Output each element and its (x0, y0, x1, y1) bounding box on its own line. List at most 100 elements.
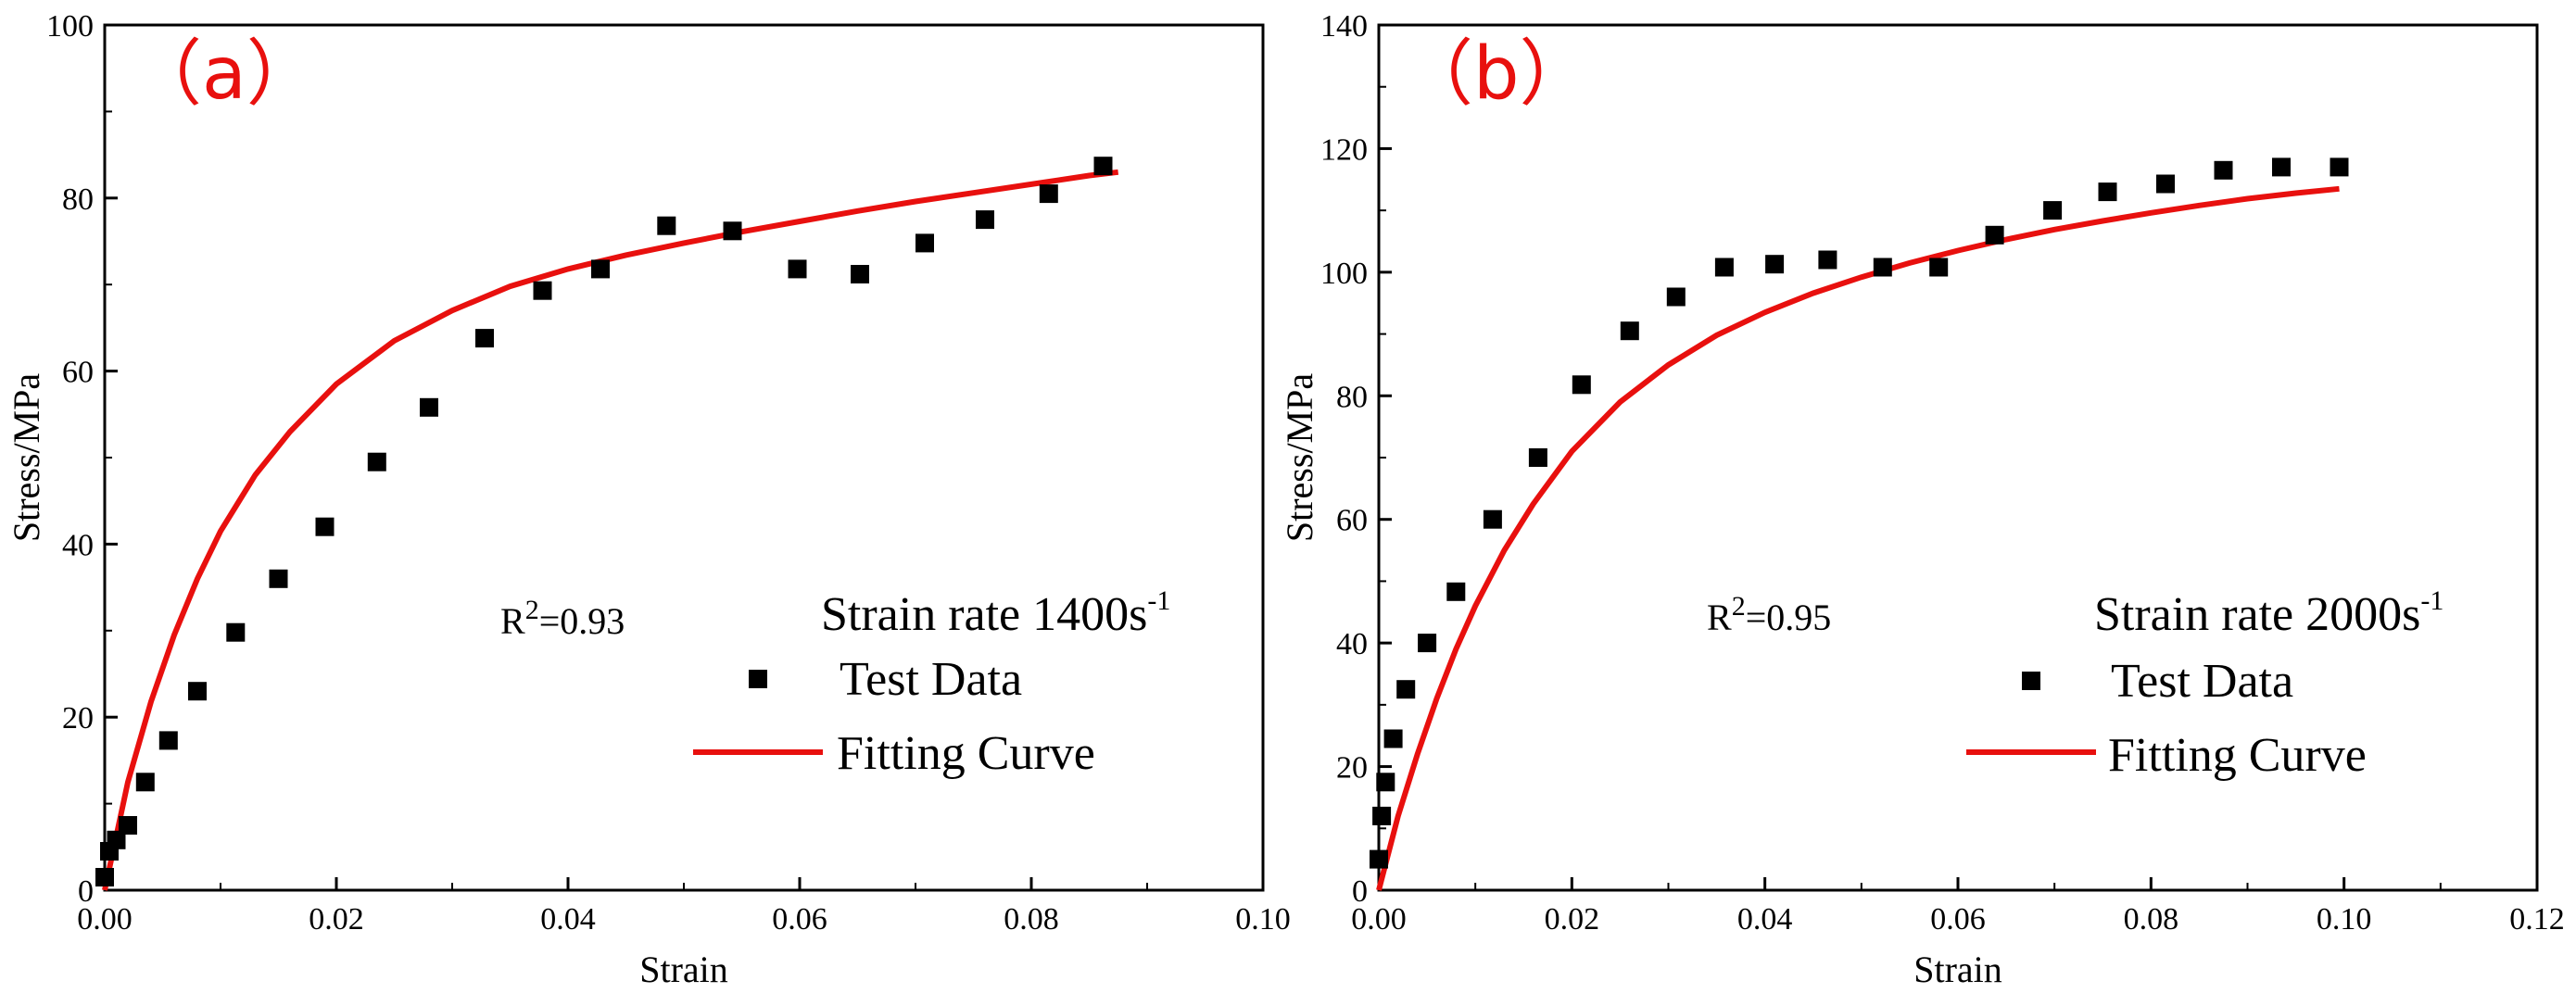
test-data-point (657, 216, 676, 235)
y-tick-label: 20 (1336, 751, 1368, 786)
panel-b: 0 20 40 60 80 100 120 140 0.00 0.02 0.04 0.06 0.08 0… (1279, 9, 2565, 990)
test-data-point (1985, 225, 2004, 245)
y-tick-label: 120 (1320, 132, 1368, 167)
test-data-point (367, 452, 386, 471)
test-data-point (158, 731, 178, 750)
test-data-point (1446, 582, 1466, 601)
x-tick-label: 0.08 (1004, 902, 1059, 936)
panel-label-a: （a） (130, 32, 319, 116)
y-tick-label: 0 (1352, 874, 1368, 909)
test-data-point (315, 517, 335, 536)
y-tick-label: 60 (62, 356, 94, 390)
legend-marker-b (2022, 672, 2040, 690)
test-data-point (2043, 201, 2063, 220)
x-ticks-a: 0.00 0.02 0.04 0.06 0.08 0.10 (77, 877, 1291, 936)
test-data-point (1093, 157, 1113, 176)
y-tick-label: 60 (1336, 504, 1368, 538)
test-data-point (1483, 509, 1502, 529)
panel-label-b: （b） (1401, 32, 1592, 116)
test-data-point (1396, 680, 1416, 699)
r2-superscript-b: 2 (1732, 591, 1746, 622)
test-data-point (269, 569, 288, 588)
test-data-markers-a (95, 157, 1113, 886)
x-tick-label: 0.10 (1235, 902, 1291, 936)
test-data-markers-b (1370, 157, 2349, 869)
test-data-point (226, 622, 246, 642)
test-data-point (1418, 634, 1437, 653)
test-data-point (1929, 258, 1949, 277)
fitting-curve-a (102, 169, 1119, 891)
test-data-point (2156, 174, 2175, 194)
y-axis-title-b: Stress/MPa (1279, 373, 1320, 542)
strain-rate-sup-b: -1 (2420, 585, 2443, 616)
test-data-point (2214, 160, 2233, 180)
x-tick-label: 0.08 (2124, 902, 2179, 936)
r2-value-b: =0.95 (1746, 597, 1832, 638)
y-axis-title-a: Stress/MPa (6, 373, 47, 542)
y-tick-label: 20 (62, 701, 94, 735)
r2-superscript-a: 2 (525, 595, 539, 625)
test-data-point (723, 221, 742, 241)
test-data-point (119, 816, 137, 835)
test-data-point (915, 233, 934, 253)
strain-rate-label-b: Strain rate 2000s-1 (2094, 585, 2443, 641)
strain-rate-text-b: Strain rate 2000s (2094, 588, 2420, 641)
test-data-point (2272, 157, 2291, 177)
y-ticks-b: 0 20 40 60 80 100 120 140 (1320, 9, 1392, 909)
r2-prefix-a: R (500, 600, 525, 642)
r2-annotation-b: R2=0.95 (1707, 591, 1831, 638)
x-axis-title-a: Strain (639, 949, 728, 990)
test-data-point (1620, 321, 1639, 341)
x-tick-label: 0.04 (1737, 902, 1793, 936)
test-data-point (533, 281, 552, 300)
test-data-point (1376, 773, 1395, 792)
x-tick-label: 0.06 (772, 902, 827, 936)
r2-annotation-a: R2=0.93 (500, 595, 625, 642)
strain-rate-label-a: Strain rate 1400s-1 (821, 585, 1170, 641)
test-data-point (95, 868, 114, 886)
legend-label-fitting-curve-b: Fitting Curve (2108, 729, 2367, 782)
fitting-curve-b (1376, 185, 2340, 891)
legend-marker-a (749, 670, 767, 688)
x-tick-label: 0.06 (1930, 902, 1986, 936)
test-data-point (1572, 375, 1591, 395)
y-tick-label: 40 (62, 528, 94, 562)
test-data-point (1873, 258, 1892, 277)
test-data-point (1528, 448, 1547, 467)
y-tick-label: 80 (62, 182, 94, 217)
y-tick-label: 140 (1320, 9, 1368, 44)
strain-rate-sup-a: -1 (1147, 585, 1170, 616)
y-tick-label: 80 (1336, 380, 1368, 414)
x-axis-title-b: Strain (1913, 949, 2002, 990)
test-data-point (851, 265, 869, 283)
test-data-point (976, 210, 994, 230)
test-data-point (2098, 182, 2117, 202)
test-data-point (420, 397, 438, 417)
test-data-point (1765, 255, 1785, 274)
test-data-point (1666, 287, 1686, 307)
test-data-point (475, 329, 494, 348)
y-ticks-a: 0 20 40 60 80 100 (46, 9, 118, 909)
x-tick-label: 0.00 (1351, 902, 1407, 936)
test-data-point (788, 259, 807, 279)
y-tick-label: 0 (78, 874, 94, 909)
x-ticks-b: 0.00 0.02 0.04 0.06 0.08 0.10 0.12 (1351, 877, 2565, 936)
x-tick-label: 0.10 (2317, 902, 2372, 936)
test-data-point (188, 682, 207, 701)
x-tick-label: 0.02 (309, 902, 364, 936)
y-tick-label: 100 (1320, 257, 1368, 291)
test-data-point (135, 773, 155, 792)
test-data-point (591, 259, 610, 279)
test-data-point (1383, 729, 1403, 748)
r2-value-a: =0.93 (539, 600, 625, 642)
test-data-point (1818, 250, 1837, 270)
r2-prefix-b: R (1707, 597, 1732, 638)
x-tick-label: 0.02 (1545, 902, 1600, 936)
test-data-point (1370, 849, 1388, 869)
test-data-point (107, 830, 126, 849)
test-data-point (1039, 184, 1058, 204)
y-tick-label: 40 (1336, 627, 1368, 661)
y-tick-label: 100 (46, 9, 94, 44)
strain-rate-text-a: Strain rate 1400s (821, 588, 1147, 641)
